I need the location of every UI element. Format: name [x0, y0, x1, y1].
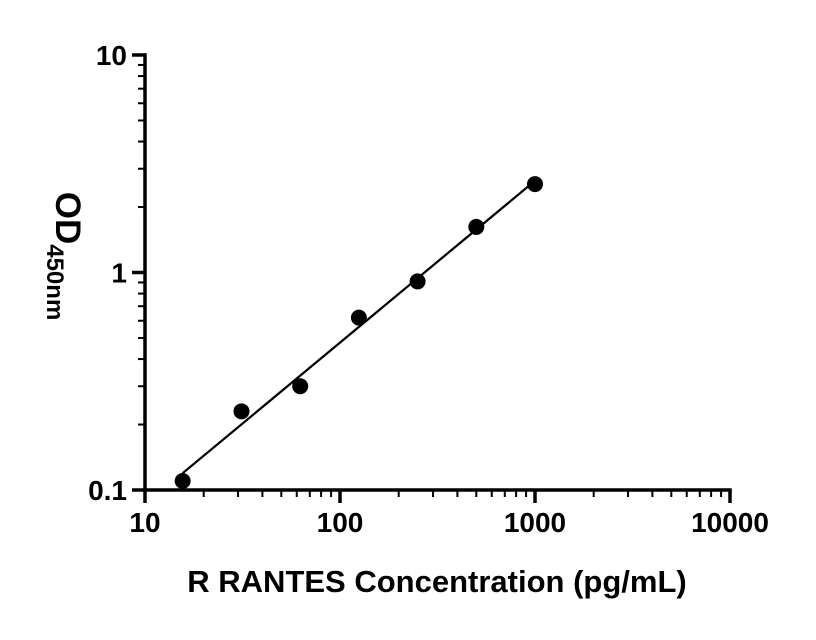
y-axis-tick-labels: 0.1 1 10 [88, 40, 127, 506]
data-point [174, 472, 191, 489]
x-tick-label: 10 [129, 507, 160, 538]
major-ticks [132, 53, 732, 503]
y-axis-title-sub: 450nm [41, 244, 68, 320]
data-point [292, 378, 309, 395]
x-tick-label: 100 [317, 507, 364, 538]
data-point [527, 176, 543, 193]
y-tick-label: 0.1 [88, 475, 127, 506]
minor-ticks [138, 63, 723, 497]
axis-lines [143, 53, 732, 492]
y-axis-title-main: OD [48, 192, 87, 245]
x-axis-title: R RANTES Concentration (pg/mL) [187, 564, 686, 599]
x-tick-label: 1000 [504, 507, 566, 538]
data-point [233, 403, 250, 420]
x-axis-tick-labels: 10 100 1000 10000 [129, 507, 769, 538]
y-axis-title: OD450nm [41, 192, 87, 321]
data-points [174, 176, 543, 489]
data-point [409, 273, 426, 290]
data-point [468, 218, 485, 235]
y-tick-label: 1 [111, 258, 127, 289]
y-tick-label: 10 [96, 40, 127, 71]
x-tick-label: 10000 [691, 507, 769, 538]
data-point [350, 309, 367, 326]
